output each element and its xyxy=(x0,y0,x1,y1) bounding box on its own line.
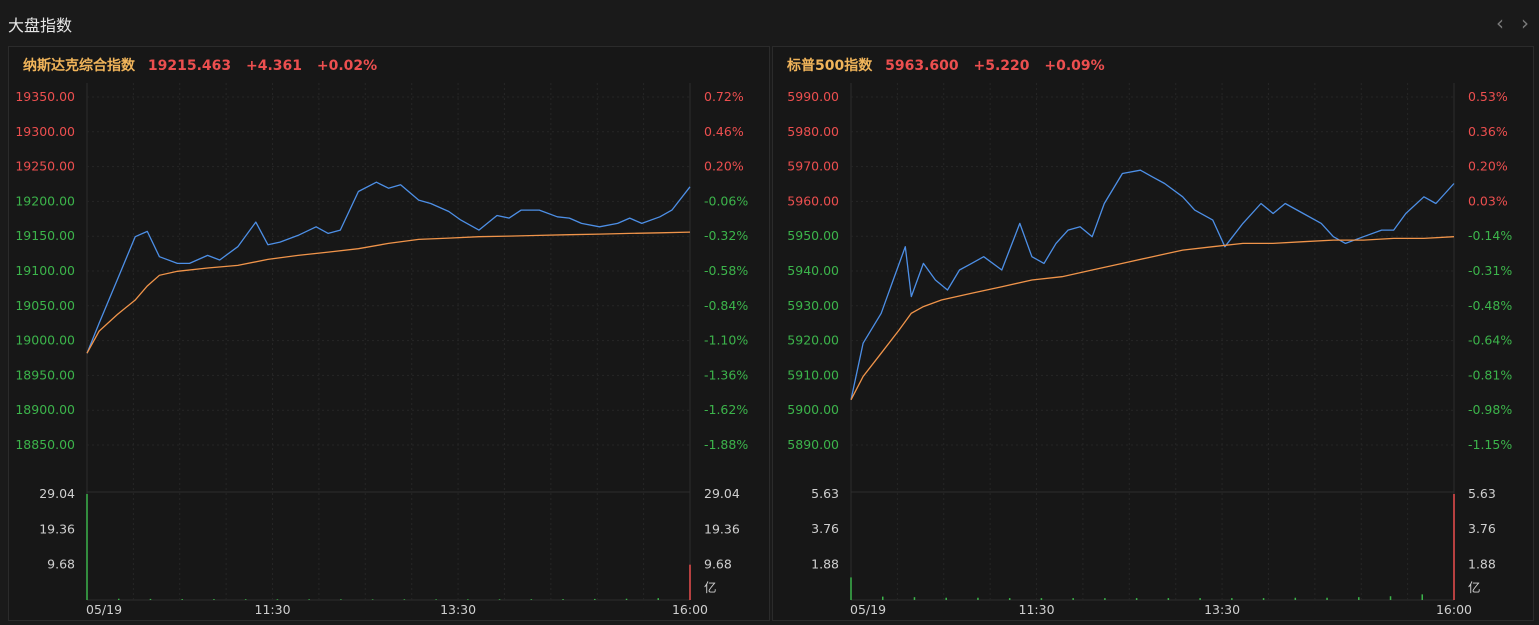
y-tick-label-right: -0.14% xyxy=(1468,228,1512,243)
x-tick-label: 05/19 xyxy=(86,602,122,617)
y-tick-label-left: 19350.00 xyxy=(15,89,75,104)
x-tick-label: 16:00 xyxy=(672,602,708,617)
y-tick-label-right: 0.53% xyxy=(1468,89,1508,104)
x-tick-label: 05/19 xyxy=(850,602,886,617)
volume-unit-label: 亿 xyxy=(1468,580,1481,595)
y-tick-label-left: 18900.00 xyxy=(15,402,75,417)
y-tick-label-left: 5980.00 xyxy=(787,124,839,139)
y-tick-label-left: 5990.00 xyxy=(787,89,839,104)
y-tick-label-right: -1.88% xyxy=(704,437,748,452)
y-tick-label-right: -0.81% xyxy=(1468,367,1512,382)
volume-tick-left: 29.04 xyxy=(39,486,75,501)
index-price: 5963.600 xyxy=(885,58,959,74)
volume-tick-right: 5.63 xyxy=(1468,486,1496,501)
y-tick-label-right: -1.62% xyxy=(704,402,748,417)
volume-tick-right: 19.36 xyxy=(704,521,740,536)
y-tick-label-left: 5950.00 xyxy=(787,228,839,243)
average-line xyxy=(86,231,691,354)
y-tick-label-left: 5920.00 xyxy=(787,333,839,348)
volume-tick-right: 9.68 xyxy=(704,557,732,572)
chevron-left-icon[interactable]: ‹ xyxy=(1496,11,1504,35)
index-panel-sp500[interactable]: 标普500指数 5963.600 +5.220 +0.09% 5990.00 59… xyxy=(772,46,1534,621)
y-tick-label-right: -0.64% xyxy=(1468,333,1512,348)
page-header: 大盘指数 ‹ › xyxy=(0,0,1539,46)
volume-tick-right: 3.76 xyxy=(1468,521,1496,536)
x-tick-label: 11:30 xyxy=(255,602,291,617)
y-tick-label-left: 5970.00 xyxy=(787,159,839,174)
average-line xyxy=(850,236,1455,401)
y-tick-label-right: -1.36% xyxy=(704,367,748,382)
y-tick-label-right: -0.32% xyxy=(704,228,748,243)
index-price: 19215.463 xyxy=(147,58,232,74)
volume-tick-right: 1.88 xyxy=(1468,557,1496,572)
price-line xyxy=(850,169,1455,400)
y-tick-label-right: 0.72% xyxy=(704,89,744,104)
y-tick-label-left: 19000.00 xyxy=(15,333,75,348)
index-change-pct: +0.02% xyxy=(316,58,378,74)
intraday-chart-nasdaq[interactable]: 19350.00 19300.00 19250.00 19200.00 19150.00… xyxy=(9,47,771,622)
y-tick-label-right: -0.84% xyxy=(704,298,748,313)
chevron-right-icon[interactable]: › xyxy=(1521,11,1529,35)
y-tick-label-right: -1.15% xyxy=(1468,437,1512,452)
volume-tick-right: 29.04 xyxy=(704,486,740,501)
y-tick-label-left: 5900.00 xyxy=(787,402,839,417)
panel-header: 纳斯达克综合指数 19215.463 +4.361 +0.02% xyxy=(23,55,387,75)
y-tick-label-right: 0.03% xyxy=(1468,193,1508,208)
y-tick-label-right: -0.98% xyxy=(1468,402,1512,417)
x-tick-label: 13:30 xyxy=(440,602,476,617)
volume-tick-left: 3.76 xyxy=(811,521,839,536)
volume-tick-left: 9.68 xyxy=(47,557,75,572)
y-tick-label-right: 0.46% xyxy=(704,124,744,139)
y-tick-label-left: 19050.00 xyxy=(15,298,75,313)
price-line xyxy=(86,181,691,354)
y-tick-label-right: -0.48% xyxy=(1468,298,1512,313)
volume-tick-left: 19.36 xyxy=(39,521,75,536)
y-tick-label-right: 0.36% xyxy=(1468,124,1508,139)
y-tick-label-left: 19300.00 xyxy=(15,124,75,139)
y-tick-label-left: 19200.00 xyxy=(15,193,75,208)
y-tick-label-left: 19100.00 xyxy=(15,263,75,278)
index-name: 标普500指数 xyxy=(787,58,873,74)
intraday-chart-sp500[interactable]: 5990.00 5980.00 5970.00 5960.00 5950.00 5940.… xyxy=(773,47,1535,622)
page-title: 大盘指数 xyxy=(8,16,73,35)
y-tick-label-left: 5890.00 xyxy=(787,437,839,452)
index-change-pct: +0.09% xyxy=(1044,58,1105,74)
x-tick-label: 13:30 xyxy=(1204,602,1240,617)
y-tick-label-right: 0.20% xyxy=(1468,159,1508,174)
y-tick-label-right: -1.10% xyxy=(704,333,748,348)
index-change: +5.220 xyxy=(973,58,1030,74)
y-tick-label-left: 5960.00 xyxy=(787,193,839,208)
panel-header: 标普500指数 5963.600 +5.220 +0.09% xyxy=(787,55,1115,75)
y-tick-label-left: 18950.00 xyxy=(15,367,75,382)
index-change: +4.361 xyxy=(246,58,303,74)
y-tick-label-right: -0.31% xyxy=(1468,263,1512,278)
y-tick-label-right: 0.20% xyxy=(704,159,744,174)
index-name: 纳斯达克综合指数 xyxy=(23,58,135,74)
x-tick-label: 11:30 xyxy=(1019,602,1055,617)
volume-unit-label: 亿 xyxy=(704,580,717,595)
y-tick-label-left: 18850.00 xyxy=(15,437,75,452)
y-tick-label-left: 19150.00 xyxy=(15,228,75,243)
y-tick-label-left: 5910.00 xyxy=(787,367,839,382)
y-tick-label-left: 5940.00 xyxy=(787,263,839,278)
index-panel-nasdaq[interactable]: 纳斯达克综合指数 19215.463 +4.361 +0.02% 19350.0… xyxy=(8,46,770,621)
y-tick-label-left: 19250.00 xyxy=(15,159,75,174)
volume-tick-left: 1.88 xyxy=(811,557,839,572)
y-tick-label-right: -0.06% xyxy=(704,193,748,208)
x-tick-label: 16:00 xyxy=(1436,602,1472,617)
y-tick-label-right: -0.58% xyxy=(704,263,748,278)
volume-tick-left: 5.63 xyxy=(811,486,839,501)
y-tick-label-left: 5930.00 xyxy=(787,298,839,313)
